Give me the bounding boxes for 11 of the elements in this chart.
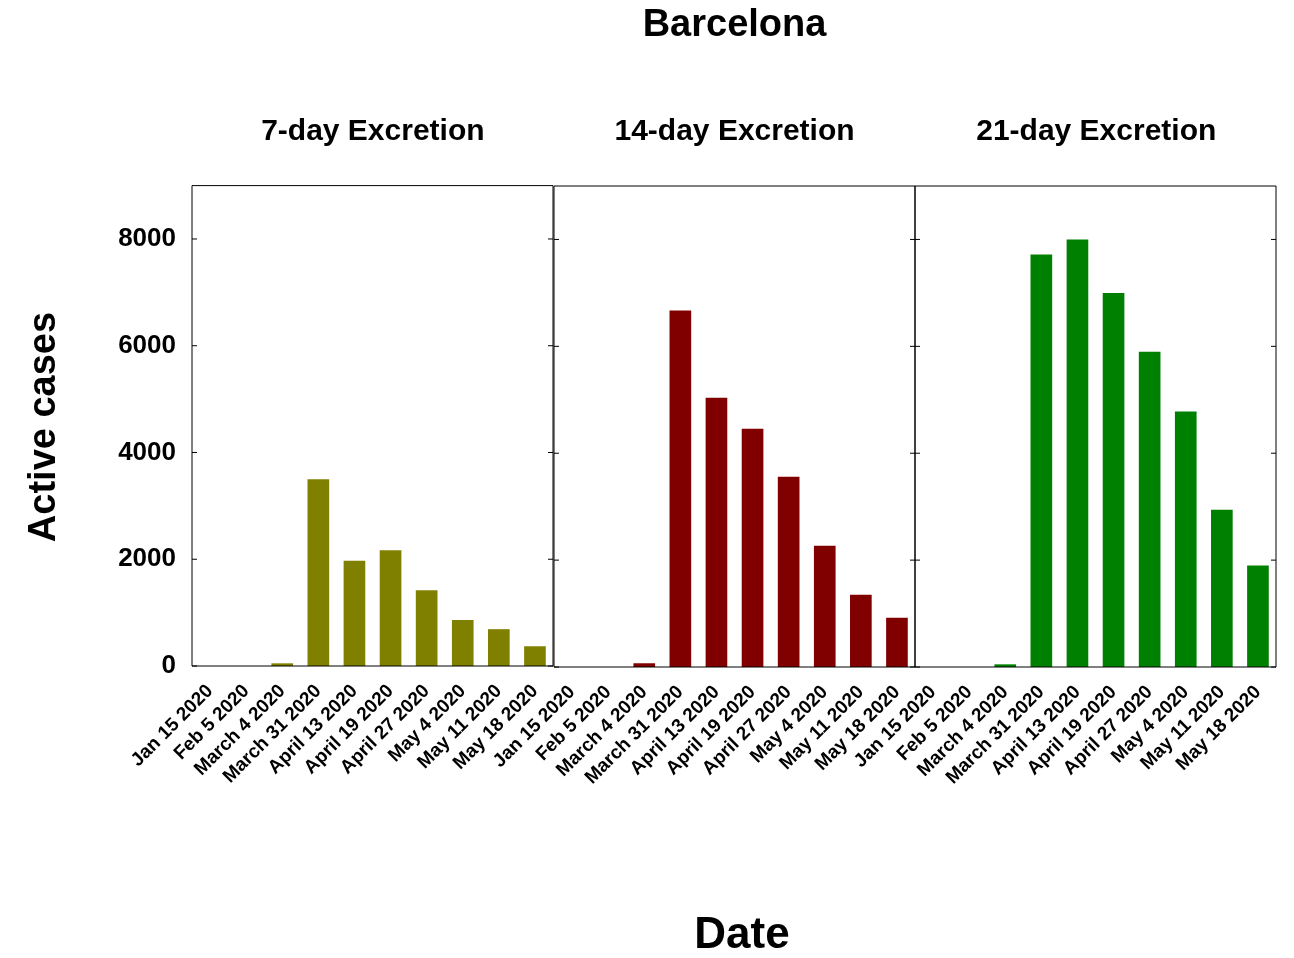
y-tick-label: 2000	[118, 542, 176, 573]
x-axis-title: Date	[694, 908, 790, 958]
chart-title: 21-day Excretion	[976, 113, 1217, 147]
y-tick-label: 6000	[118, 329, 176, 360]
y-tick-label: 0	[161, 649, 176, 680]
y-axis-title: Active cases	[20, 311, 64, 543]
chart-title: 7-day Excretion	[261, 113, 485, 147]
y-tick-label: 4000	[118, 436, 176, 467]
chart-subtitle: 14-day Excretion	[614, 113, 855, 147]
chart-title: Barcelona	[642, 2, 827, 45]
y-tick-label: 8000	[118, 222, 176, 253]
